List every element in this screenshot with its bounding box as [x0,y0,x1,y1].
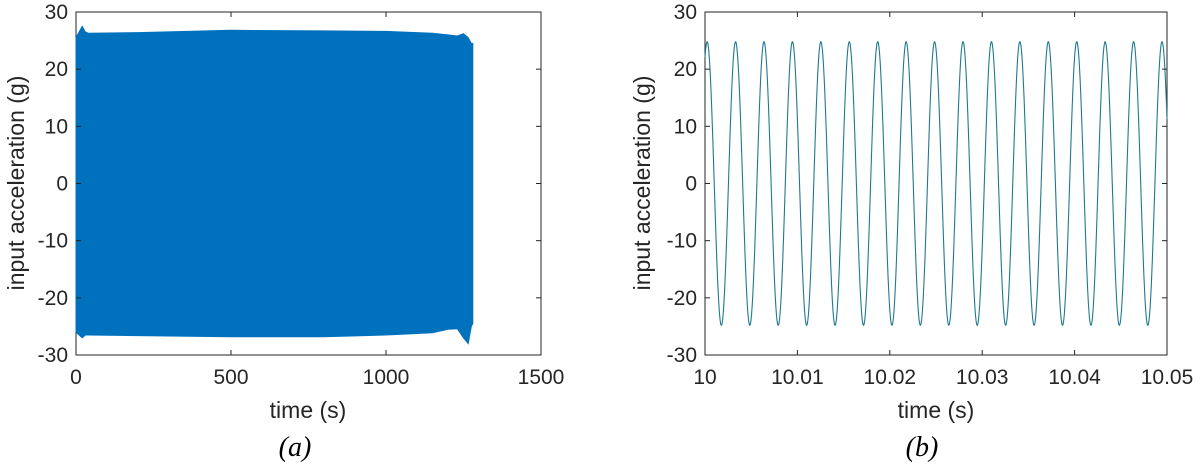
chart-panel-a: 0 500 1000 1500 -30 -20 -10 0 10 20 30 time (s) i… [3,1,564,463]
y-tick-label: 10 [674,115,697,138]
x-axis-label-a: time (s) [270,397,347,423]
x-tick-label: 10.01 [771,366,824,389]
series-line [704,40,1168,327]
x-tick-label: 10.04 [1048,366,1101,389]
x-tick-label: 0 [70,366,82,389]
y-tick-label: -20 [38,287,68,310]
x-tick-label: 10.02 [864,366,917,389]
y-tick-label: 0 [56,173,68,196]
series-envelope [75,25,474,345]
x-tick-label: 1500 [518,366,565,389]
y-tick-label: -30 [38,344,68,367]
y-tick-label: -10 [38,230,68,253]
y-tick-label: -20 [667,287,697,310]
y-axis-a: -30 -20 -10 0 10 20 30 [38,1,541,367]
x-axis-a: 0 500 1000 1500 [70,12,564,389]
x-tick-label: 10 [693,366,716,389]
x-axis-label-b: time (s) [898,397,975,423]
y-tick-label: 10 [45,115,68,138]
y-axis-label-a: input acceleration (g) [3,76,29,291]
x-tick-label: 10.05 [1141,366,1194,389]
x-tick-label: 10.03 [956,366,1009,389]
x-tick-label: 500 [213,366,248,389]
caption-b: (b) [906,432,939,463]
x-tick-label: 1000 [363,366,410,389]
y-axis-label-b: input acceleration (g) [629,76,655,291]
y-tick-label: 20 [674,58,697,81]
y-tick-label: -10 [667,230,697,253]
y-tick-label: 30 [45,1,68,24]
x-axis-b: 10 10.01 10.02 10.03 10.04 10.05 [693,12,1193,389]
series-b [704,40,1168,327]
y-tick-label: 0 [685,173,697,196]
y-tick-label: -30 [667,344,697,367]
chart-panel-b: 10 10.01 10.02 10.03 10.04 10.05 -30-20-10010… [629,1,1193,463]
y-tick-label: 20 [45,58,68,81]
y-tick-label: 30 [674,1,697,24]
series-a [75,25,474,345]
y-axis-b: -30 -20 -10 0 10 20 30 [667,1,1167,367]
caption-a: (a) [279,432,312,463]
